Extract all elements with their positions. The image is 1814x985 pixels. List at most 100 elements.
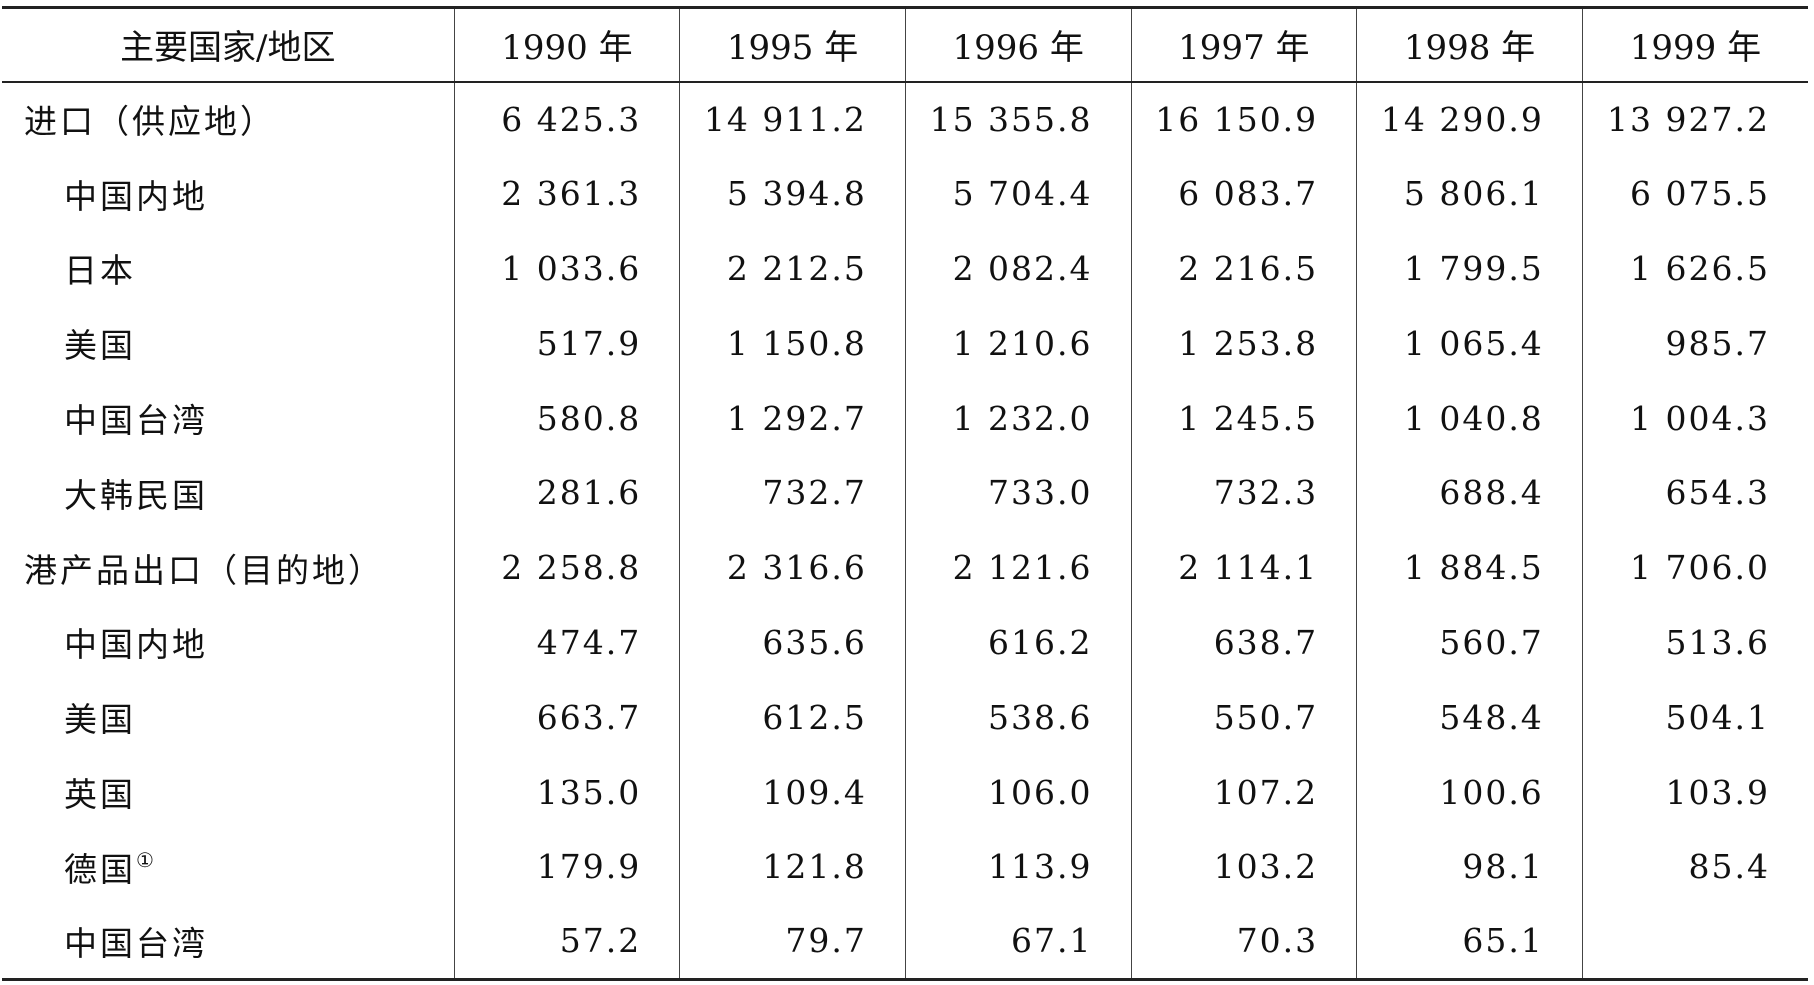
value-cell: 5 806.1	[1356, 156, 1583, 232]
table-body: 进口（供应地） 6 425.3 14 911.2 15 355.8 16 150.9 14…	[2, 81, 1808, 981]
value-cell: 57.2	[453, 904, 680, 981]
value-cell: 179.9	[453, 829, 680, 905]
trade-table-container: 主要国家/地区 1990 年 1995 年 1996 年 1997 年 1998…	[2, 6, 1808, 981]
value-cell: 732.7	[679, 455, 906, 531]
table-row: 中国内地 2 361.3 5 394.8 5 704.4 6 083.7 5 806.1 6…	[2, 156, 1808, 232]
value-cell: 5 704.4	[904, 156, 1132, 232]
row-label: 英国	[2, 755, 454, 830]
value-cell: 121.8	[679, 829, 906, 905]
value-cell: 638.7	[1130, 605, 1357, 680]
value-cell: 16 150.9	[1130, 81, 1357, 157]
table-row: 中国台湾 57.2 79.7 67.1 70.3 65.1	[2, 904, 1808, 981]
row-label: 美国	[2, 680, 454, 755]
row-label: 大韩民国	[2, 455, 454, 530]
value-cell: 732.3	[1130, 455, 1357, 531]
value-cell: 65.1	[1356, 904, 1583, 981]
value-cell: 103.2	[1130, 829, 1357, 905]
table-row: 美国 663.7 612.5 538.6 550.7 548.4 504.1	[2, 679, 1808, 755]
row-label: 中国台湾	[2, 381, 454, 456]
value-cell: 1 884.5	[1356, 530, 1583, 606]
value-cell: 106.0	[904, 754, 1132, 830]
value-cell: 100.6	[1356, 754, 1583, 830]
value-cell: 135.0	[453, 754, 680, 830]
row-label: 中国内地	[2, 605, 454, 680]
value-cell: 2 082.4	[904, 231, 1132, 306]
value-cell: 1 706.0	[1581, 530, 1808, 606]
value-cell: 113.9	[904, 829, 1132, 905]
value-cell: 85.4	[1581, 829, 1808, 905]
value-cell: 1 004.3	[1581, 380, 1808, 456]
row-label: 中国内地	[2, 156, 454, 231]
value-cell: 6 425.3	[453, 81, 680, 157]
value-cell: 2 114.1	[1130, 530, 1357, 606]
value-cell: 513.6	[1581, 605, 1808, 680]
table-row: 英国 135.0 109.4 106.0 107.2 100.6 103.9	[2, 754, 1808, 830]
value-cell: 688.4	[1356, 455, 1583, 531]
value-cell: 14 911.2	[679, 81, 906, 157]
value-cell: 1 033.6	[453, 231, 680, 306]
value-cell: 2 216.5	[1130, 231, 1357, 306]
header-year-1996: 1996 年	[904, 6, 1132, 83]
value-cell: 663.7	[453, 679, 680, 755]
header-region: 主要国家/地区	[2, 6, 455, 83]
table-row: 大韩民国 281.6 732.7 733.0 732.3 688.4 654.3	[2, 455, 1808, 531]
value-cell: 1 626.5	[1581, 231, 1808, 306]
value-cell: 107.2	[1130, 754, 1357, 830]
row-label: 日本	[2, 231, 454, 306]
value-cell: 103.9	[1581, 754, 1808, 830]
value-cell: 580.8	[453, 380, 680, 456]
value-cell: 2 258.8	[453, 530, 680, 606]
value-cell: 616.2	[904, 605, 1132, 680]
value-cell: 1 232.0	[904, 380, 1132, 456]
table-row: 日本 1 033.6 2 212.5 2 082.4 2 216.5 1 799.5 1 6…	[2, 231, 1808, 306]
value-cell: 13 927.2	[1581, 81, 1808, 157]
value-cell: 6 083.7	[1130, 156, 1357, 232]
row-label-text: 中国内地	[64, 176, 208, 216]
row-label-text: 美国	[64, 326, 136, 366]
row-label-text: 日本	[64, 251, 136, 291]
value-cell: 67.1	[904, 904, 1132, 981]
header-year-1995: 1995 年	[679, 6, 906, 83]
table-row: 德国① 179.9 121.8 113.9 103.2 98.1 85.4	[2, 829, 1808, 905]
value-cell: 6 075.5	[1581, 156, 1808, 232]
value-cell: 98.1	[1356, 829, 1583, 905]
table-row: 港产品出口（目的地） 2 258.8 2 316.6 2 121.6 2 114.1 1 …	[2, 530, 1808, 606]
row-label-text: 港产品出口（目的地）	[24, 550, 384, 590]
row-label: 中国台湾	[2, 904, 455, 981]
value-cell: 612.5	[679, 679, 906, 755]
value-cell: 985.7	[1581, 305, 1808, 381]
row-label-text: 德国	[64, 849, 136, 889]
header-year-1990: 1990 年	[453, 6, 680, 83]
table-header: 主要国家/地区 1990 年 1995 年 1996 年 1997 年 1998…	[2, 6, 1808, 83]
row-label-text: 英国	[64, 775, 136, 815]
value-cell: 2 316.6	[679, 530, 906, 606]
value-cell: 79.7	[679, 904, 906, 981]
row-label-text: 美国	[64, 700, 136, 740]
row-label-text: 中国内地	[64, 625, 208, 665]
row-label-text: 中国台湾	[64, 401, 208, 441]
value-cell: 15 355.8	[904, 81, 1132, 157]
value-cell: 5 394.8	[679, 156, 906, 232]
value-cell: 1 065.4	[1356, 305, 1583, 381]
table-row: 进口（供应地） 6 425.3 14 911.2 15 355.8 16 150.9 14…	[2, 81, 1808, 157]
value-cell: 654.3	[1581, 455, 1808, 531]
table-row: 美国 517.9 1 150.8 1 210.6 1 253.8 1 065.4 985.7	[2, 305, 1808, 381]
table-row: 中国台湾 580.8 1 292.7 1 232.0 1 245.5 1 040.8 1 0…	[2, 380, 1808, 456]
value-cell: 733.0	[904, 455, 1132, 531]
value-cell: 1 799.5	[1356, 231, 1583, 306]
value-cell: 1 292.7	[679, 380, 906, 456]
value-cell: 281.6	[453, 455, 680, 531]
value-cell: 560.7	[1356, 605, 1583, 680]
row-label-text: 中国台湾	[64, 923, 208, 963]
value-cell	[1581, 904, 1808, 981]
value-cell: 2 212.5	[679, 231, 906, 306]
header-year-1999: 1999 年	[1581, 6, 1808, 83]
header-year-1998: 1998 年	[1356, 6, 1583, 83]
row-label: 港产品出口（目的地）	[2, 530, 454, 605]
row-label-text: 进口（供应地）	[24, 102, 276, 142]
value-cell: 504.1	[1581, 679, 1808, 755]
value-cell: 550.7	[1130, 679, 1357, 755]
value-cell: 1 253.8	[1130, 305, 1357, 381]
trade-table: 主要国家/地区 1990 年 1995 年 1996 年 1997 年 1998…	[2, 6, 1808, 981]
value-cell: 548.4	[1356, 679, 1583, 755]
